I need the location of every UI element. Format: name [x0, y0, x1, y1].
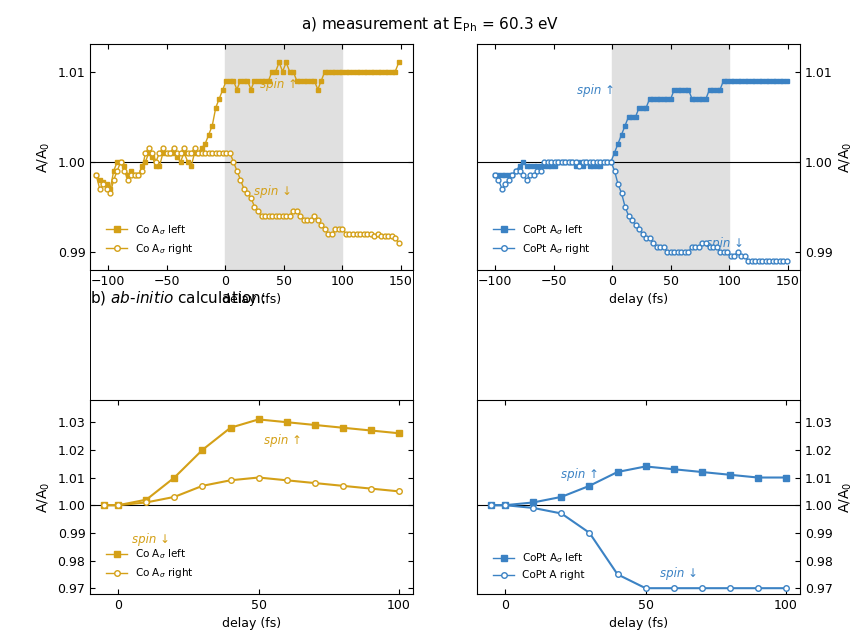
Legend: CoPt A$_{\sigma}$ left, CoPt A right: CoPt A$_{\sigma}$ left, CoPt A right [489, 547, 589, 585]
Text: spin ↓: spin ↓ [132, 533, 170, 545]
Text: spin ↑: spin ↑ [577, 84, 615, 97]
Y-axis label: A/A$_0$: A/A$_0$ [838, 481, 855, 512]
Text: spin ↓: spin ↓ [255, 185, 292, 198]
Y-axis label: A/A$_0$: A/A$_0$ [838, 142, 855, 173]
X-axis label: delay (fs): delay (fs) [609, 293, 668, 306]
Text: a) measurement at E$_{\rm Ph}$ = 60.3 eV: a) measurement at E$_{\rm Ph}$ = 60.3 eV [301, 16, 559, 34]
Text: spin ↓: spin ↓ [660, 567, 697, 580]
X-axis label: delay (fs): delay (fs) [222, 617, 281, 630]
Text: spin ↑: spin ↑ [261, 77, 298, 91]
Legend: Co A$_{\sigma}$ left, Co A$_{\sigma}$ right: Co A$_{\sigma}$ left, Co A$_{\sigma}$ ri… [102, 219, 198, 260]
Y-axis label: A/A$_0$: A/A$_0$ [35, 142, 52, 173]
Text: b) $\it{ab}$-$\it{initio}$ calculation:: b) $\it{ab}$-$\it{initio}$ calculation: [90, 289, 266, 307]
Y-axis label: A/A$_0$: A/A$_0$ [35, 481, 52, 512]
Bar [612, 44, 729, 270]
Bar [225, 44, 342, 270]
X-axis label: delay (fs): delay (fs) [609, 617, 668, 630]
Text: spin ↑: spin ↑ [562, 467, 599, 481]
Legend: Co A$_{\sigma}$ left, Co A$_{\sigma}$ right: Co A$_{\sigma}$ left, Co A$_{\sigma}$ ri… [102, 544, 198, 585]
Text: spin ↓: spin ↓ [706, 237, 744, 250]
Legend: CoPt A$_{\sigma}$ left, CoPt A$_{\sigma}$ right: CoPt A$_{\sigma}$ left, CoPt A$_{\sigma}… [489, 219, 595, 260]
Text: spin ↑: spin ↑ [264, 434, 302, 447]
X-axis label: delay (fs): delay (fs) [222, 293, 281, 306]
